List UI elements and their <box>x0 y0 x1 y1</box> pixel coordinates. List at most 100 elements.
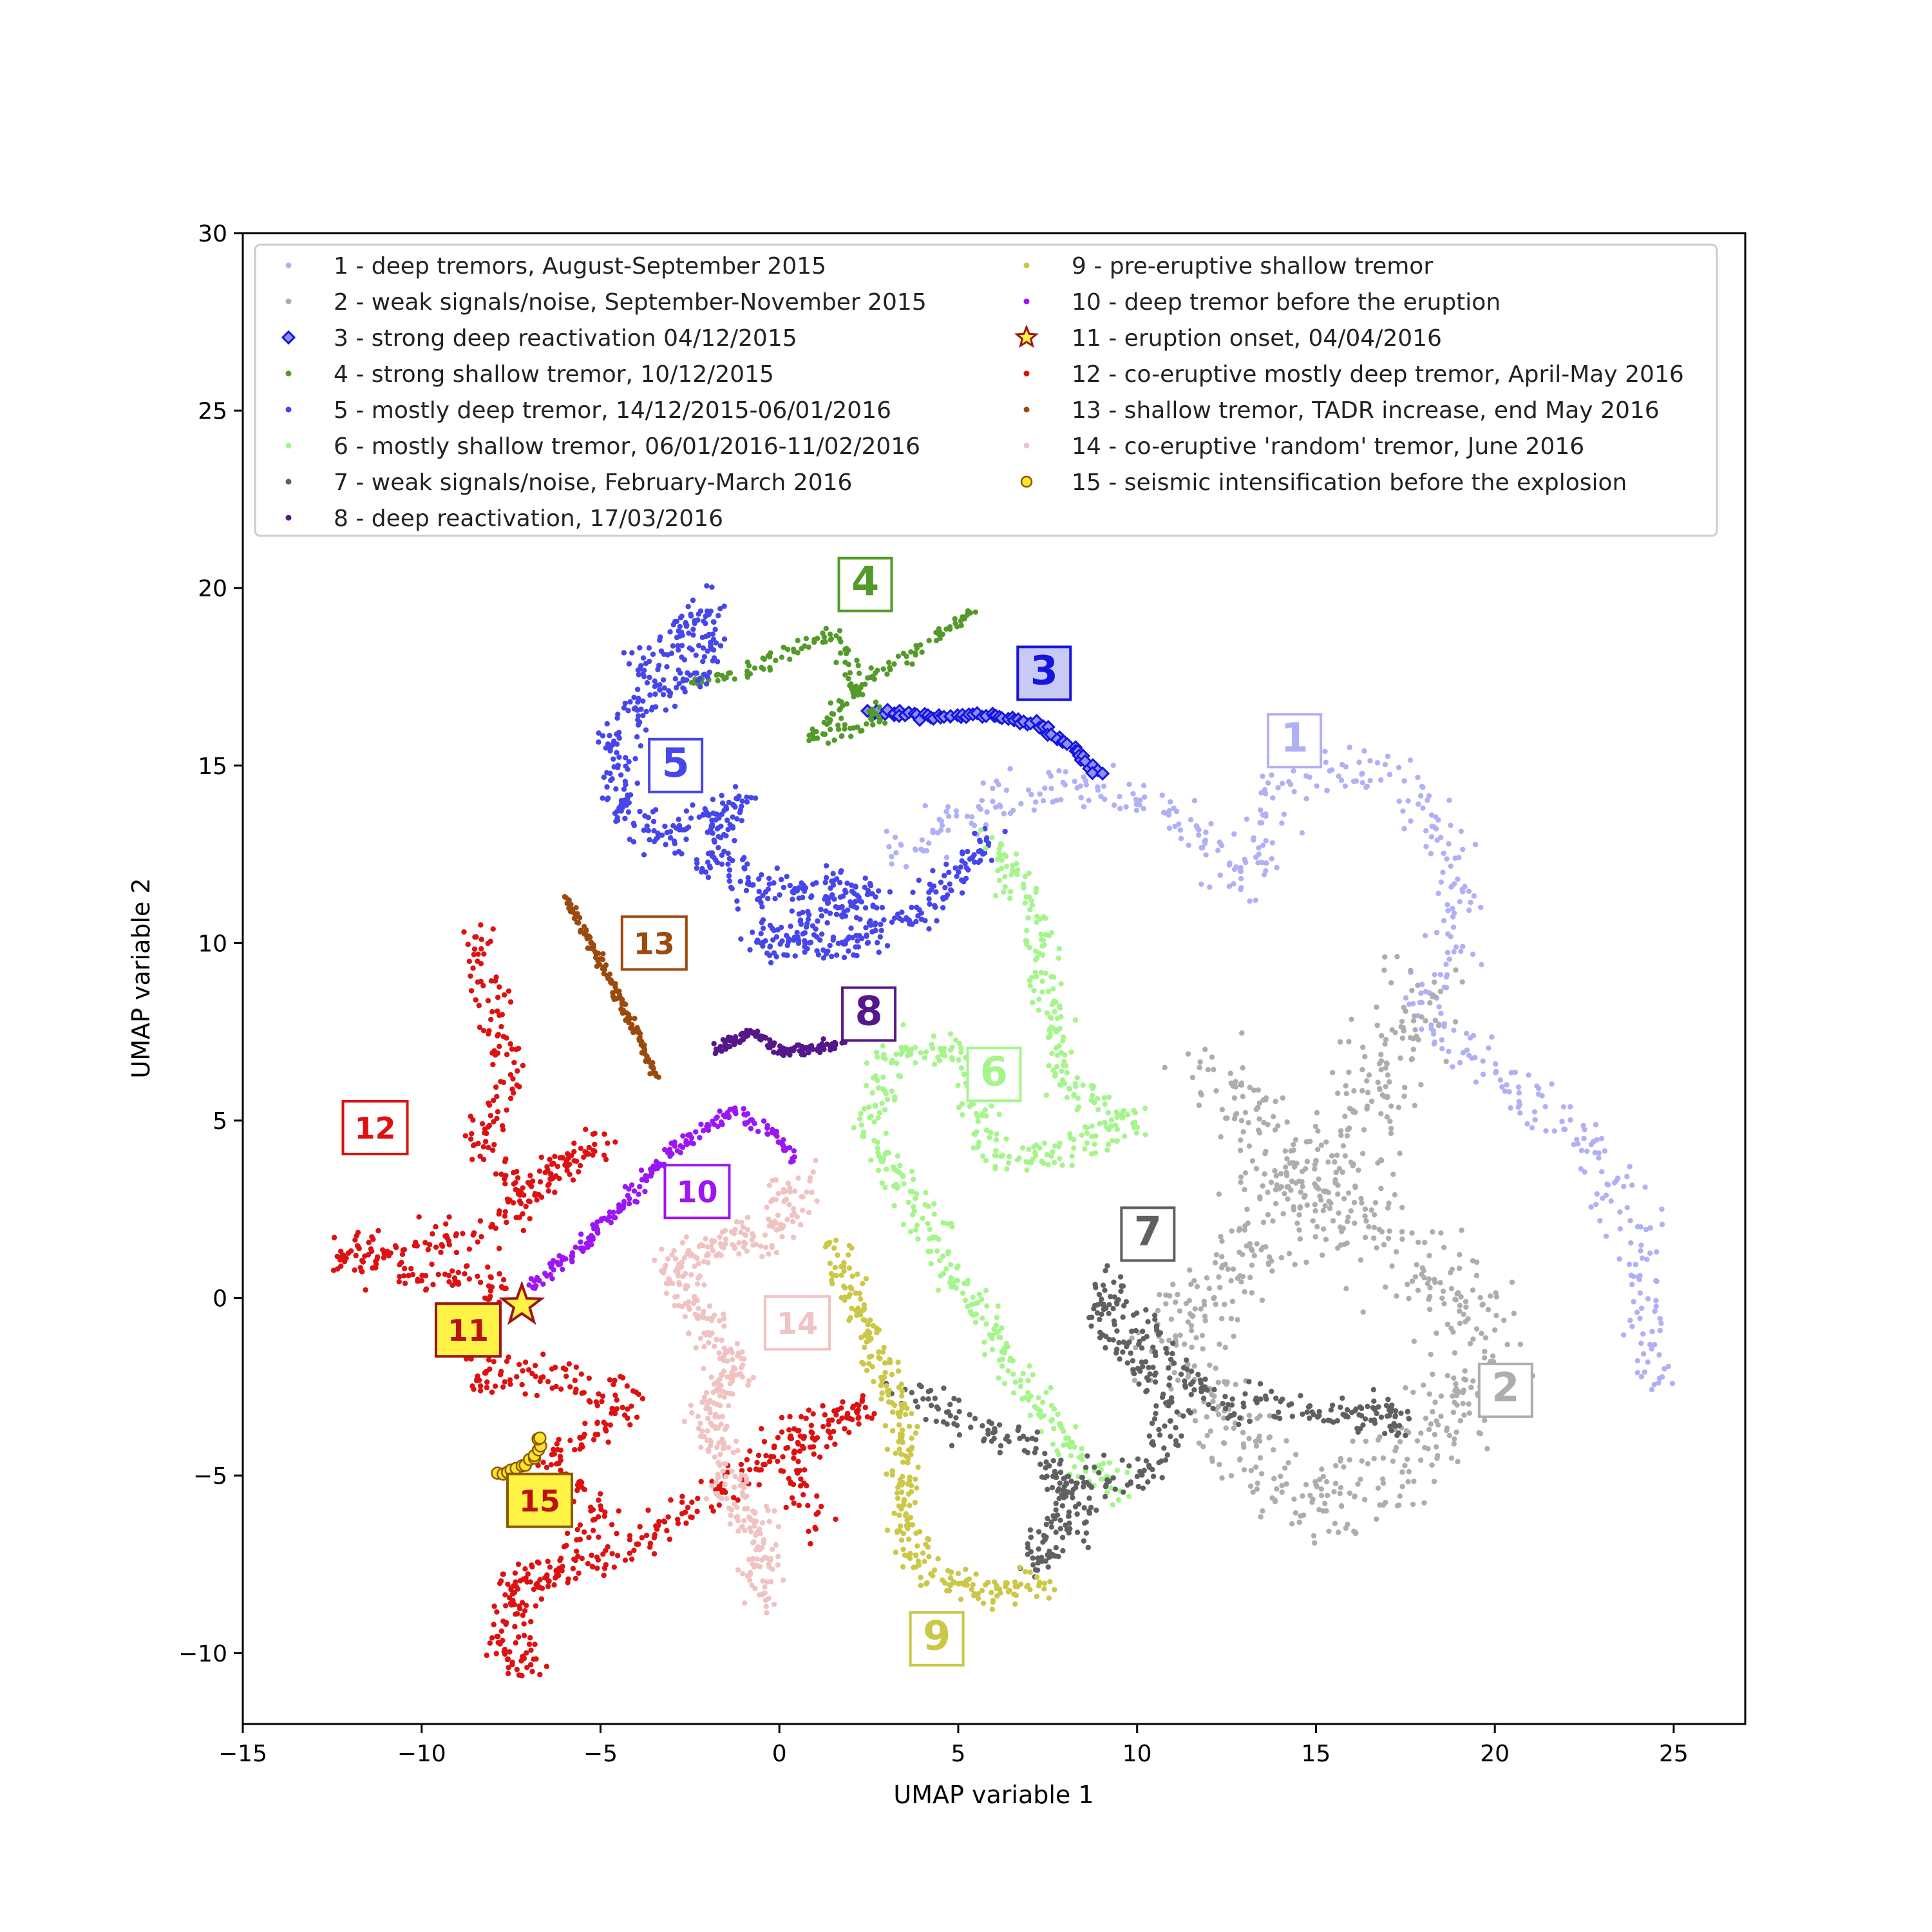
series-2-point <box>1432 1279 1438 1285</box>
series-7-point <box>1117 1356 1122 1362</box>
series-7-point <box>1183 1357 1189 1363</box>
series-2-point <box>1233 1084 1238 1090</box>
series-2-point <box>1233 1079 1238 1084</box>
series-2-point <box>1294 1220 1300 1226</box>
series-1-point <box>979 797 985 804</box>
series-6-point <box>1075 1104 1082 1110</box>
series-2-point <box>1187 1311 1193 1317</box>
series-2-point <box>1383 1084 1388 1090</box>
series-9-point <box>969 1586 974 1592</box>
series-7-point <box>992 1426 998 1432</box>
series-5-point <box>604 721 610 727</box>
series-2-point <box>1202 1046 1208 1052</box>
series-2-point <box>1300 1493 1305 1499</box>
series-1-point <box>980 780 986 786</box>
series-5-point <box>873 927 878 934</box>
series-2-point <box>1260 1508 1265 1514</box>
series-7-point <box>956 1432 963 1438</box>
series-6-point <box>972 1132 978 1137</box>
series-5-point <box>707 850 714 856</box>
series-1-point <box>1443 974 1450 980</box>
series-13-point <box>600 951 606 957</box>
series-9-point <box>913 1430 919 1436</box>
series-5-point <box>926 896 932 902</box>
series-7-point <box>1344 1407 1350 1413</box>
series-2-point <box>1405 1479 1411 1485</box>
series-5-point <box>851 952 857 958</box>
series-12-point <box>388 1250 393 1256</box>
series-12-point <box>519 1381 525 1388</box>
series-5-point <box>676 827 683 833</box>
series-9-point <box>891 1402 898 1408</box>
series-2-point <box>1211 1393 1217 1399</box>
series-1-point <box>1596 1150 1602 1156</box>
series-12-point <box>812 1524 818 1531</box>
series-5-point <box>683 808 690 814</box>
series-7-point <box>1298 1393 1303 1399</box>
series-12-point <box>814 1435 820 1441</box>
series-5-point <box>875 888 882 894</box>
series-1-point <box>1130 791 1136 797</box>
series-5-point <box>672 676 679 682</box>
series-2-point <box>1396 1502 1402 1508</box>
series-7-point <box>1200 1396 1207 1401</box>
series-2-point <box>1199 1332 1206 1339</box>
series-7-point <box>1057 1517 1063 1523</box>
series-12-point <box>363 1287 368 1293</box>
series-1-point <box>1378 777 1384 783</box>
series-1-point <box>1656 1352 1662 1358</box>
series-12-point <box>489 1284 495 1290</box>
series-6-point <box>871 1137 877 1144</box>
series-12-point <box>520 1576 526 1582</box>
series-5-point <box>620 799 626 806</box>
series-12-point <box>497 1208 502 1214</box>
series-5-point <box>773 934 780 940</box>
series-1-point <box>1658 1320 1664 1326</box>
series-6-point <box>1089 1123 1095 1129</box>
series-12-point <box>566 1361 572 1367</box>
series-2-point <box>1191 1278 1197 1283</box>
series-12-point <box>491 1142 497 1148</box>
series-5-point <box>631 694 637 701</box>
series-9-point <box>990 1597 996 1604</box>
series-9-point <box>1012 1601 1018 1607</box>
series-2-point <box>1371 1224 1377 1231</box>
series-10-point <box>677 1143 683 1149</box>
series-6-point <box>1049 1417 1055 1423</box>
series-6-point <box>882 1056 888 1062</box>
series-1-point <box>1657 1316 1663 1321</box>
series-7-point <box>1043 1558 1048 1564</box>
series-5-point <box>695 617 701 623</box>
series-1-point <box>913 847 918 853</box>
series-2-point <box>1171 1370 1178 1376</box>
series-1-point <box>1597 1218 1603 1224</box>
series-7-point <box>1162 1423 1168 1429</box>
series-12-point <box>567 1437 573 1444</box>
series-12-point <box>502 1209 508 1215</box>
series-7-point <box>1264 1396 1269 1402</box>
series-13-point <box>625 1016 630 1021</box>
series-5-point <box>916 877 922 884</box>
series-12-point <box>564 1530 571 1537</box>
series-9-point <box>898 1537 905 1543</box>
series-4-point <box>821 634 828 640</box>
series-2-point <box>1322 1203 1328 1209</box>
series-7-point <box>1135 1456 1141 1462</box>
series-6-point <box>1055 1411 1061 1417</box>
series-8-point <box>803 1045 809 1051</box>
series-12-point <box>357 1265 363 1271</box>
series-1-point <box>1588 1204 1594 1210</box>
series-7-point <box>1100 1332 1106 1338</box>
series-12-point <box>422 1273 429 1279</box>
series-7-point <box>1188 1381 1194 1387</box>
series-5-point <box>773 954 779 960</box>
series-7-point <box>1378 1414 1385 1420</box>
series-7-point <box>1093 1285 1099 1291</box>
series-10-point <box>683 1138 689 1144</box>
series-1-point <box>1231 831 1237 837</box>
series-2-point <box>1426 1253 1432 1258</box>
series-5-point <box>873 894 878 900</box>
series-12-point <box>685 1504 691 1511</box>
series-5-point <box>621 705 627 711</box>
series-12-point <box>694 1508 700 1515</box>
